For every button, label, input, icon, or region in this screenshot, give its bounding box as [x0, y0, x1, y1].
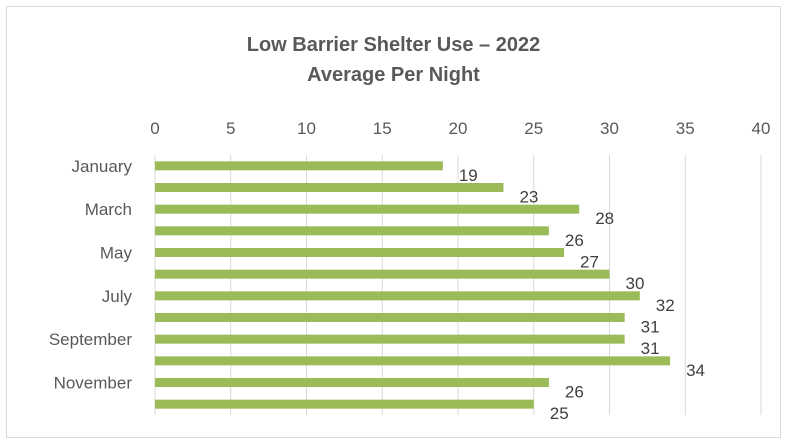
data-label: 27 — [580, 253, 599, 272]
chart-frame — [6, 6, 781, 438]
y-tick-label: September — [49, 330, 132, 349]
data-label: 30 — [626, 274, 645, 293]
x-tick-label: 25 — [524, 119, 543, 138]
y-tick-label: January — [72, 157, 133, 176]
bar-may — [155, 248, 565, 257]
chart-title: Low Barrier Shelter Use – 2022 — [246, 34, 541, 56]
bar-december — [155, 399, 534, 409]
data-label: 32 — [656, 296, 675, 315]
data-label: 23 — [519, 188, 538, 207]
data-label: 26 — [565, 231, 584, 250]
y-tick-label: November — [54, 374, 133, 393]
chart-subtitle: Average Per Night — [307, 64, 480, 86]
data-label: 19 — [459, 166, 478, 185]
x-tick-label: 5 — [226, 119, 235, 138]
data-label: 31 — [641, 318, 660, 337]
bar-september — [155, 334, 625, 344]
x-axis-tick-labels: 0 5 10 15 20 25 30 35 40 — [150, 119, 770, 138]
y-axis-category-labels: January March May July September November — [49, 157, 133, 393]
bar-march — [155, 204, 580, 214]
data-label: 31 — [641, 339, 660, 358]
bars — [155, 161, 671, 409]
x-tick-label: 40 — [752, 119, 771, 138]
bar-february — [155, 183, 504, 192]
bar-november — [155, 378, 549, 387]
x-tick-label: 15 — [373, 119, 392, 138]
y-tick-label: July — [102, 287, 133, 306]
bar-july — [155, 291, 640, 301]
x-tick-label: 35 — [676, 119, 695, 138]
x-tick-label: 30 — [600, 119, 619, 138]
bar-october — [155, 356, 671, 366]
y-tick-label: May — [100, 244, 133, 263]
data-label: 34 — [686, 361, 705, 380]
x-tick-label: 0 — [150, 119, 159, 138]
chart-title-block: Low Barrier Shelter Use – 2022 Average P… — [0, 30, 787, 90]
data-labels: 19 23 28 26 27 30 32 31 31 34 26 25 — [459, 166, 705, 423]
bar-august — [155, 313, 625, 322]
data-label: 25 — [550, 404, 569, 423]
x-tick-label: 20 — [449, 119, 468, 138]
gridlines — [154, 155, 762, 415]
bar-june — [155, 269, 610, 279]
data-label: 28 — [595, 209, 614, 228]
data-label: 26 — [565, 383, 584, 402]
x-tick-label: 10 — [297, 119, 316, 138]
bar-january — [155, 161, 443, 171]
bar-april — [155, 226, 549, 236]
y-tick-label: March — [85, 200, 132, 219]
